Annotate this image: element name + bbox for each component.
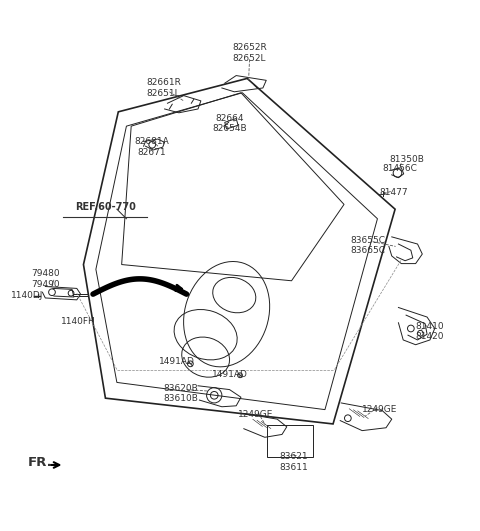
Text: 81456C: 81456C — [383, 164, 417, 173]
Text: 1140FH: 1140FH — [61, 318, 96, 327]
Text: 82661R
82651L: 82661R 82651L — [146, 78, 181, 98]
Text: 82664
82654B: 82664 82654B — [212, 114, 247, 133]
Text: 1491AD: 1491AD — [212, 370, 247, 379]
Text: 81410
81420: 81410 81420 — [416, 322, 444, 341]
Text: 79480
79490: 79480 79490 — [31, 269, 60, 288]
Text: 1249GE: 1249GE — [361, 405, 397, 414]
Text: FR.: FR. — [28, 456, 53, 469]
Text: REF.60-770: REF.60-770 — [75, 202, 136, 212]
Text: 82652R
82652L: 82652R 82652L — [232, 44, 267, 63]
Text: 82681A
82671: 82681A 82671 — [134, 138, 169, 157]
Text: 83621
83611: 83621 83611 — [279, 452, 308, 472]
Bar — [267, 425, 313, 457]
Text: 83655C
83665C: 83655C 83665C — [350, 236, 385, 255]
Text: 1491AD: 1491AD — [159, 357, 195, 366]
Text: 81477: 81477 — [379, 189, 408, 198]
Text: 1249GE: 1249GE — [238, 410, 273, 419]
Text: 83620B
83610B: 83620B 83610B — [163, 384, 198, 403]
Text: 81350B: 81350B — [390, 155, 424, 164]
Text: 1140DJ: 1140DJ — [12, 290, 44, 299]
